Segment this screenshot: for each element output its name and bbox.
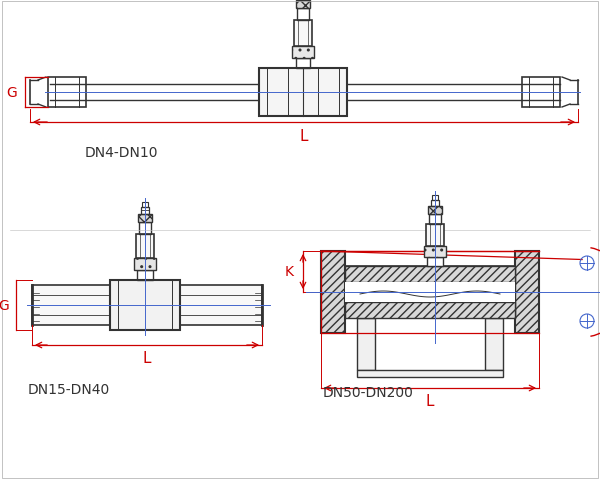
Bar [292,47,314,59]
Bar [428,206,442,215]
Bar [294,21,312,47]
Bar [426,225,444,247]
Bar [429,215,441,225]
Bar [345,266,515,282]
Text: L: L [426,393,434,408]
Bar [357,318,375,370]
Bar [142,203,148,207]
Bar [424,247,446,257]
Bar [357,370,503,377]
Bar [141,207,149,215]
Bar [136,235,154,258]
Bar [32,286,110,325]
Bar [321,252,345,333]
Bar [345,282,515,302]
Text: L: L [143,350,151,365]
Text: DN50-DN200: DN50-DN200 [323,385,414,399]
Bar [134,258,156,270]
Text: L: L [300,129,308,144]
Bar [427,257,443,266]
Bar [138,215,152,223]
Bar [139,223,151,235]
Bar [296,59,310,69]
Bar [137,270,153,280]
Bar [296,1,310,9]
Text: G: G [6,86,17,100]
Text: K: K [285,265,294,279]
Bar [259,69,347,117]
Bar [297,9,309,21]
Bar [110,280,180,330]
Bar [431,201,439,206]
Bar [180,286,262,325]
Text: DN4-DN10: DN4-DN10 [85,146,158,160]
Bar [345,302,515,318]
Text: DN15-DN40: DN15-DN40 [28,382,110,396]
Bar [515,252,539,333]
Bar [522,78,560,108]
Bar [48,78,86,108]
Bar [299,0,307,1]
Text: G: G [0,299,9,312]
Bar [432,195,438,201]
Bar [485,318,503,370]
